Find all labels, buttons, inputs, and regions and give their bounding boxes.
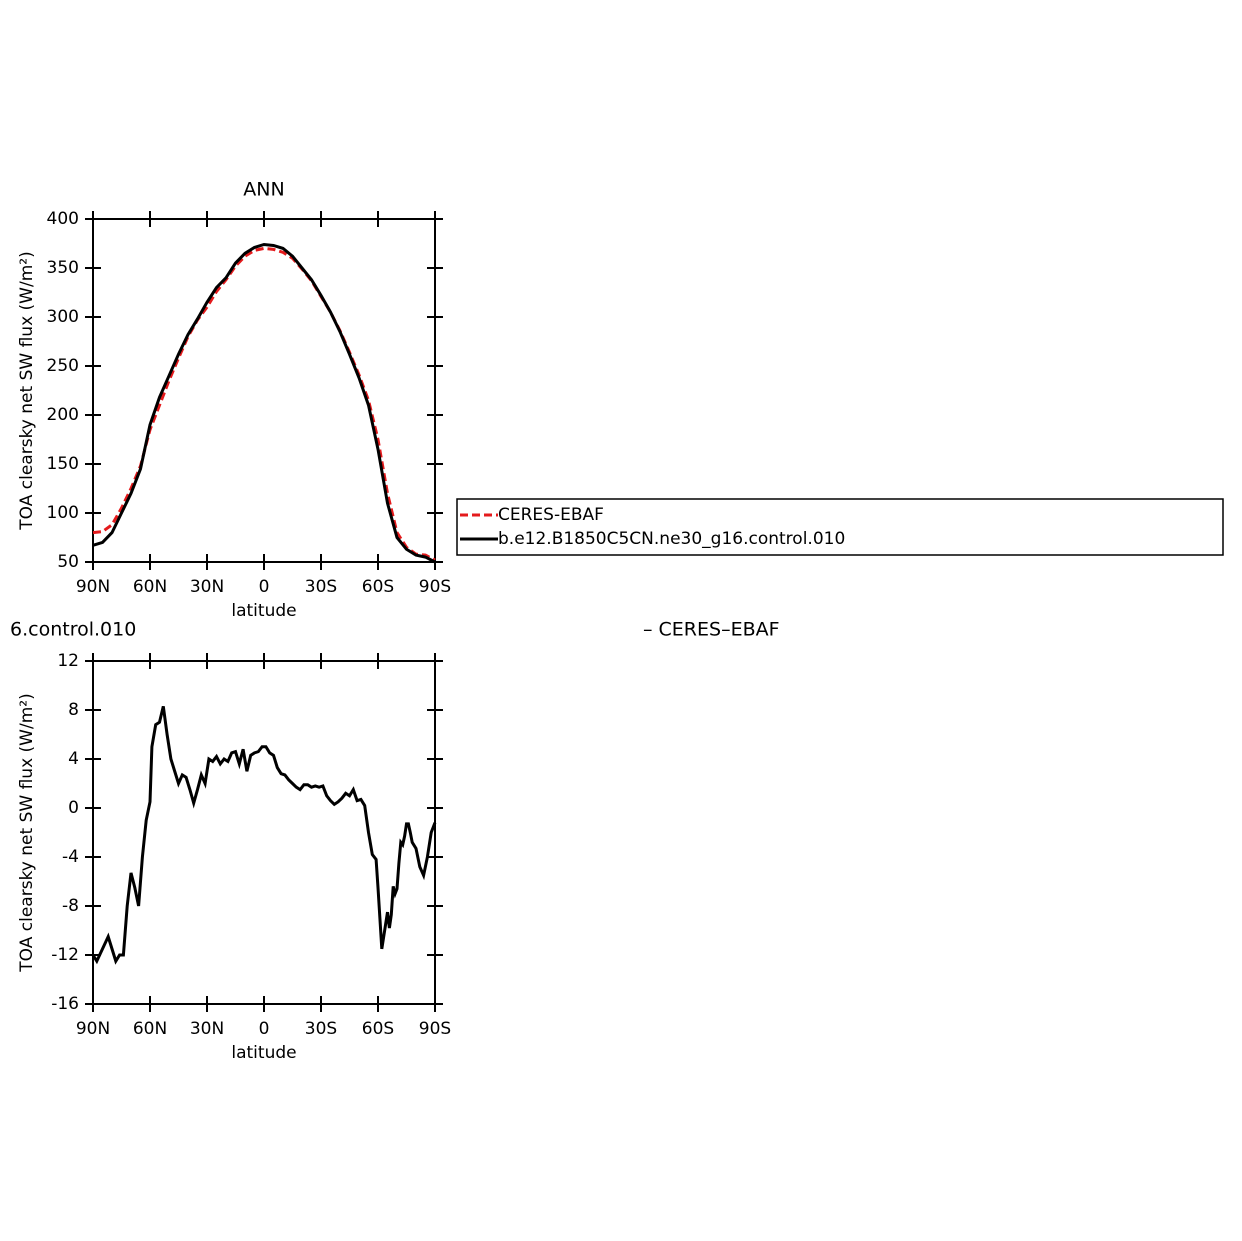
chart-title: ANN [243,179,284,201]
y-tick-label: -4 [62,847,79,867]
legend-label: CERES-EBAF [498,505,604,525]
plot-frame [92,218,436,563]
data-line [91,705,437,965]
y-tick-label: 400 [47,209,79,229]
x-tick-label: 90S [419,1019,451,1039]
legend-label: b.e12.B1850C5CN.ne30_g16.control.010 [498,529,845,549]
x-tick-label: 90N [76,577,110,597]
y-tick-label: 50 [57,552,79,572]
x-tick-label: 60S [362,577,394,597]
y-tick-label: -16 [51,994,79,1014]
x-tick-label: 0 [259,1019,270,1039]
x-tick-label: 30N [190,577,224,597]
x-tick-label: 30N [190,1019,224,1039]
x-tick-label: 90N [76,1019,110,1039]
plot-frame [92,660,436,1005]
chart-title: 6.control.010 [10,619,136,641]
y-tick-label: 300 [47,307,79,327]
y-tick-label: 350 [47,258,79,278]
y-tick-label: 12 [57,651,79,671]
x-tick-label: 60N [133,1019,167,1039]
y-tick-label: 200 [47,405,79,425]
x-tick-label: 60S [362,1019,394,1039]
x-tick-label: 30S [305,1019,337,1039]
y-axis-label: TOA clearsky net SW flux (W/m²) [17,693,37,972]
y-axis-label: TOA clearsky net SW flux (W/m²) [17,251,37,530]
x-axis-label: latitude [231,601,296,621]
data-line [92,242,436,564]
x-tick-label: 60N [133,577,167,597]
x-tick-label: 0 [259,577,270,597]
chart-title-right: – CERES–EBAF [643,619,780,641]
y-tick-label: -12 [51,945,79,965]
y-tick-label: 150 [47,454,79,474]
x-tick-label: 90S [419,577,451,597]
x-tick-label: 30S [305,577,337,597]
y-tick-label: 0 [68,798,79,818]
legend-box [456,498,1224,556]
data-line [92,246,436,562]
y-tick-label: 100 [47,503,79,523]
y-tick-label: 250 [47,356,79,376]
y-tick-label: -8 [62,896,79,916]
y-tick-label: 4 [68,749,79,769]
y-tick-label: 8 [68,700,79,720]
x-axis-label: latitude [231,1043,296,1063]
